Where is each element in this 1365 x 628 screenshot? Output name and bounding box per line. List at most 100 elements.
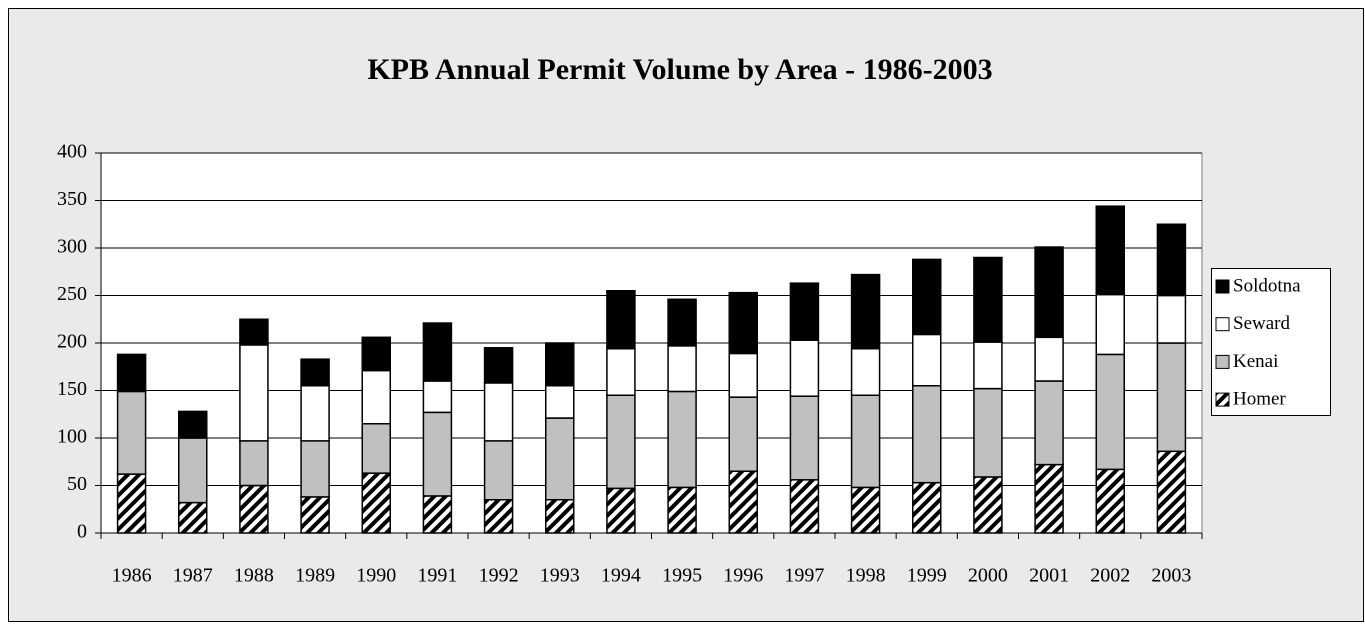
y-tick-label: 100: [57, 426, 87, 448]
bar-segment: [912, 258, 942, 336]
x-tick-label: 1990: [356, 565, 396, 587]
bar-segment: [1095, 353, 1125, 471]
bar-segment: [1095, 293, 1125, 356]
bar-segment: [239, 440, 269, 487]
y-tick-label: 150: [57, 378, 87, 400]
y-tick-label: 50: [67, 473, 87, 495]
bar-segment: [973, 256, 1003, 343]
bar-segment: [973, 387, 1003, 478]
bar-segment: [422, 322, 453, 382]
bar-segment: [361, 369, 391, 425]
bar-segment: [606, 347, 636, 397]
x-tick-label: 1991: [417, 565, 457, 587]
y-tick-label: 300: [57, 236, 87, 258]
y-tick-label: 0: [77, 521, 87, 543]
legend-label: Kenai: [1233, 351, 1278, 372]
bar-segment: [483, 499, 514, 534]
legend: [1211, 268, 1331, 416]
bar-segment: [239, 318, 269, 346]
x-tick-label: 1993: [540, 565, 580, 587]
bar-segment: [422, 495, 453, 534]
x-tick-label: 1992: [479, 565, 519, 587]
bar-segment: [1156, 450, 1187, 534]
bar-segment: [789, 395, 820, 481]
x-tick-label: 1989: [295, 565, 335, 587]
legend-swatch: [1215, 317, 1230, 332]
legend-swatch: [1215, 354, 1230, 369]
bar-segment: [667, 298, 697, 347]
bar-segment: [973, 341, 1003, 390]
x-tick-label: 1995: [662, 565, 702, 587]
bar-segment: [728, 396, 758, 472]
bar-segment: [1156, 342, 1187, 453]
bar-segment: [300, 385, 330, 442]
bar-segment: [850, 347, 881, 397]
bar-segment: [422, 380, 453, 414]
y-tick-label: 400: [57, 141, 87, 163]
bar-segment: [789, 282, 820, 341]
y-tick-label: 250: [57, 283, 87, 305]
bar-segment: [1095, 205, 1125, 296]
bar-segment: [300, 440, 330, 498]
bar-segment: [116, 473, 147, 534]
bar-segment: [545, 499, 575, 534]
bar-segment: [545, 417, 575, 501]
bar-segment: [1156, 223, 1187, 297]
bar-segment: [606, 290, 636, 350]
legend-swatch: [1215, 279, 1230, 294]
bar-segment: [728, 470, 758, 534]
x-tick-label: 1996: [723, 565, 763, 587]
bar-segment: [178, 410, 208, 439]
x-tick-label: 1998: [846, 565, 886, 587]
x-tick-label: 2000: [968, 565, 1008, 587]
bar-segment: [606, 394, 636, 490]
bar-segment: [300, 496, 330, 534]
bar-segment: [789, 479, 820, 534]
bar-segment: [728, 291, 758, 355]
bar-segment: [545, 385, 575, 419]
bar-segment: [789, 339, 820, 397]
bar-segment: [300, 358, 330, 387]
bar-segment: [1034, 336, 1064, 382]
chart-title: KPB Annual Permit Volume by Area - 1986-…: [367, 53, 992, 86]
legend-label: Homer: [1233, 388, 1286, 409]
bar-segment: [239, 344, 269, 442]
bar-segment: [850, 486, 881, 534]
bar-segment: [912, 385, 942, 484]
bar-segment: [483, 440, 514, 501]
x-tick-label: 1999: [907, 565, 947, 587]
bar-segment: [667, 390, 697, 489]
bar-segment: [483, 347, 514, 384]
bar-segment: [361, 423, 391, 474]
bar-segment: [973, 476, 1003, 534]
x-tick-label: 2002: [1090, 565, 1130, 587]
bar-segment: [850, 273, 881, 350]
bar-segment: [912, 333, 942, 387]
x-tick-label: 1997: [784, 565, 824, 587]
bar-segment: [116, 390, 147, 475]
legend-swatch: [1215, 392, 1230, 407]
legend-label: Soldotna: [1233, 275, 1301, 296]
y-tick-label: 200: [57, 331, 87, 353]
bar-segment: [1034, 463, 1064, 534]
bar-segment: [912, 481, 942, 534]
bar-segment: [239, 484, 269, 534]
bar-segment: [1034, 246, 1064, 339]
x-tick-label: 1994: [601, 565, 641, 587]
bar-segment: [422, 411, 453, 497]
bar-segment: [850, 394, 881, 489]
legend-label: Seward: [1233, 313, 1290, 334]
bar-segment: [116, 353, 147, 393]
y-tick-label: 350: [57, 188, 87, 210]
x-tick-label: 2003: [1151, 565, 1191, 587]
bar-segment: [483, 382, 514, 442]
bar-segment: [361, 472, 391, 534]
bar-segment: [1034, 380, 1064, 466]
bar-segment: [1095, 468, 1125, 534]
x-tick-label: 1987: [173, 565, 213, 587]
x-tick-label: 2001: [1029, 565, 1069, 587]
bar-segment: [667, 345, 697, 393]
bar-segment: [1156, 294, 1187, 344]
bar-segment: [178, 437, 208, 504]
